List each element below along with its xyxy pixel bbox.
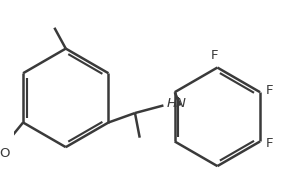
Text: F: F [266, 137, 273, 150]
Text: O: O [0, 147, 9, 160]
Text: F: F [211, 49, 218, 62]
Text: F: F [266, 84, 273, 97]
Text: HN: HN [166, 97, 186, 110]
